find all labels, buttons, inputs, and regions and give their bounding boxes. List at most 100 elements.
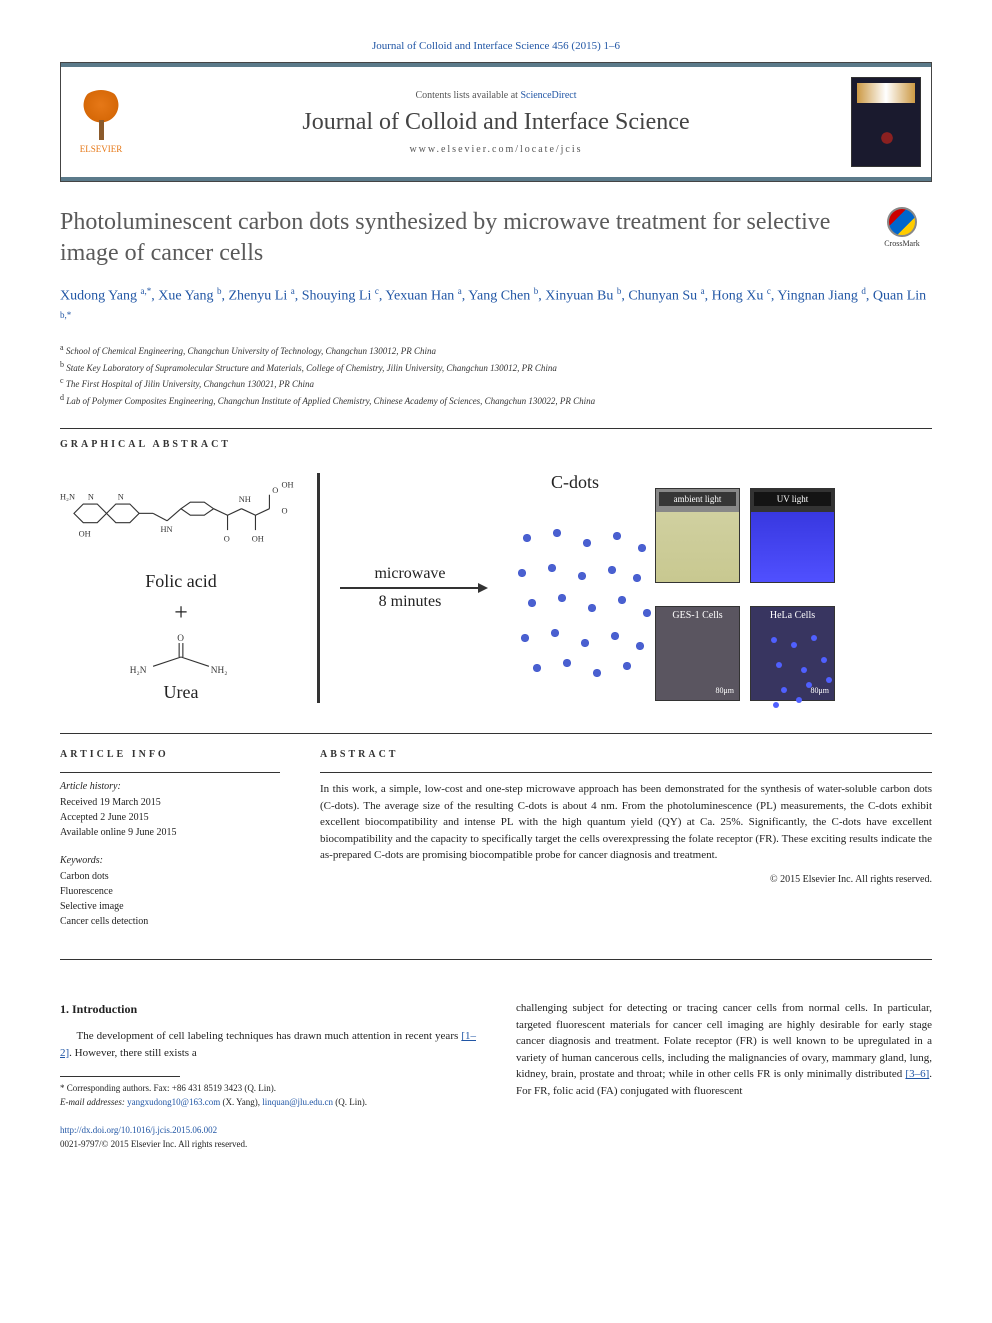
hela-dot xyxy=(801,667,807,673)
history-heading: Article history: xyxy=(60,781,280,792)
carbon-dot xyxy=(635,541,649,555)
contents-available: Contents lists available at ScienceDirec… xyxy=(141,90,851,101)
journal-banner: ELSEVIER Contents lists available at Sci… xyxy=(60,62,932,182)
email-link-lin[interactable]: linquan@jlu.edu.cn xyxy=(262,1097,333,1107)
carbon-dot xyxy=(585,601,599,615)
carbon-dot xyxy=(615,593,629,607)
carbon-dot xyxy=(590,666,604,680)
footnotes: * Corresponding authors. Fax: +86 431 85… xyxy=(60,1082,476,1109)
abstract-copyright: © 2015 Elsevier Inc. All rights reserved… xyxy=(320,874,932,885)
carbon-dot xyxy=(640,606,654,620)
carbon-dot xyxy=(555,591,569,605)
doi-line: http://dx.doi.org/10.1016/j.jcis.2015.06… xyxy=(60,1124,476,1138)
reaction-arrow: microwave 8 minutes xyxy=(340,565,480,611)
carbon-dot xyxy=(545,561,559,575)
folic-acid-label: Folic acid xyxy=(60,571,302,592)
carbon-dot xyxy=(578,636,592,650)
cdots-label: C-dots xyxy=(500,472,650,493)
carbon-dot xyxy=(575,569,589,583)
crossmark-icon xyxy=(887,207,917,237)
affiliation: b State Key Laboratory of Supramolecular… xyxy=(60,359,932,376)
svg-text:O: O xyxy=(282,506,288,515)
publisher-name: ELSEVIER xyxy=(71,144,131,154)
svg-text:N: N xyxy=(88,492,94,501)
carbon-dot xyxy=(608,629,622,643)
abstract: ABSTRACT In this work, a simple, low-cos… xyxy=(320,749,932,944)
urea-label: Urea xyxy=(60,682,302,703)
hela-dot xyxy=(811,635,817,641)
graphical-abstract-label: GRAPHICAL ABSTRACT xyxy=(60,439,932,450)
affiliation: a School of Chemical Engineering, Changc… xyxy=(60,342,932,359)
history-line: Available online 9 June 2015 xyxy=(60,825,280,840)
history-line: Accepted 2 June 2015 xyxy=(60,810,280,825)
authors-list: Xudong Yang a,*, Xue Yang b, Zhenyu Li a… xyxy=(60,284,932,332)
hela-dot xyxy=(776,662,782,668)
affiliations: a School of Chemical Engineering, Changc… xyxy=(60,342,932,408)
ref-link-3-6[interactable]: [3–6] xyxy=(905,1068,929,1080)
hela-dot xyxy=(773,702,779,708)
svg-text:H₂N: H₂N xyxy=(130,666,147,676)
corresponding-author-note: * Corresponding authors. Fax: +86 431 85… xyxy=(60,1082,476,1096)
vial-ambient: ambient light xyxy=(655,488,740,583)
carbon-dot xyxy=(530,661,544,675)
intro-paragraph-cont: challenging subject for detecting or tra… xyxy=(516,1000,932,1099)
keyword: Carbon dots xyxy=(60,869,280,884)
crossmark-badge[interactable]: CrossMark xyxy=(872,207,932,248)
hela-dot xyxy=(826,677,832,683)
plus-sign: + xyxy=(60,600,302,627)
affiliation: d Lab of Polymer Composites Engineering,… xyxy=(60,392,932,409)
elsevier-logo: ELSEVIER xyxy=(61,90,141,154)
history-line: Received 19 March 2015 xyxy=(60,795,280,810)
carbon-dot xyxy=(630,571,644,585)
carbon-dot xyxy=(548,626,562,640)
hela-dot xyxy=(796,697,802,703)
carbon-dot xyxy=(633,639,647,653)
abstract-text: In this work, a simple, low-cost and one… xyxy=(320,781,932,864)
carbon-dot xyxy=(610,529,624,543)
email-link-yang[interactable]: yangxudong10@163.com xyxy=(127,1097,220,1107)
svg-text:N: N xyxy=(118,492,124,501)
affiliation: c The First Hospital of Jilin University… xyxy=(60,375,932,392)
article-info: ARTICLE INFO Article history: Received 1… xyxy=(60,749,280,944)
carbon-dot xyxy=(525,596,539,610)
svg-text:NH: NH xyxy=(239,495,251,504)
keyword: Selective image xyxy=(60,899,280,914)
svg-text:NH₂: NH₂ xyxy=(211,666,228,676)
journal-cover-thumbnail xyxy=(851,77,921,167)
doi-link[interactable]: http://dx.doi.org/10.1016/j.jcis.2015.06… xyxy=(60,1125,217,1135)
hela-cells-image: HeLa Cells 80μm xyxy=(750,606,835,701)
keyword: Cancer cells detection xyxy=(60,914,280,929)
carbon-dot xyxy=(605,563,619,577)
svg-text:OH: OH xyxy=(252,534,264,543)
graphical-abstract: H₂N N N OH HN O NH O OH O OH Folic acid … xyxy=(60,462,932,713)
keywords-heading: Keywords: xyxy=(60,855,280,866)
carbon-dot xyxy=(620,659,634,673)
svg-text:O: O xyxy=(272,486,278,495)
email-addresses: E-mail addresses: yangxudong10@163.com (… xyxy=(60,1096,476,1110)
svg-text:H₂N: H₂N xyxy=(60,492,75,501)
svg-text:O: O xyxy=(177,634,184,644)
citation-header: Journal of Colloid and Interface Science… xyxy=(60,40,932,52)
carbon-dot xyxy=(560,656,574,670)
carbon-dot xyxy=(520,531,534,545)
journal-url: www.elsevier.com/locate/jcis xyxy=(141,144,851,155)
elsevier-tree-icon xyxy=(76,90,126,140)
carbon-dot xyxy=(550,526,564,540)
sciencedirect-link[interactable]: ScienceDirect xyxy=(520,90,576,101)
hela-dot xyxy=(781,687,787,693)
journal-name: Journal of Colloid and Interface Science xyxy=(141,109,851,136)
urea-structure: H₂N NH₂ O xyxy=(60,632,302,682)
issn-line: 0021-9797/© 2015 Elsevier Inc. All right… xyxy=(60,1138,476,1152)
intro-paragraph: The development of cell labeling techniq… xyxy=(60,1028,476,1061)
vial-uv: UV light xyxy=(750,488,835,583)
article-title: Photoluminescent carbon dots synthesized… xyxy=(60,207,872,269)
carbon-dot xyxy=(518,631,532,645)
folic-acid-structure: H₂N N N OH HN O NH O OH O OH xyxy=(60,473,302,563)
ges1-cells-image: GES-1 Cells 80μm xyxy=(655,606,740,701)
hela-dot xyxy=(771,637,777,643)
carbon-dot xyxy=(580,536,594,550)
hela-dot xyxy=(821,657,827,663)
svg-text:HN: HN xyxy=(161,525,173,534)
keyword: Fluorescence xyxy=(60,884,280,899)
hela-dot xyxy=(791,642,797,648)
